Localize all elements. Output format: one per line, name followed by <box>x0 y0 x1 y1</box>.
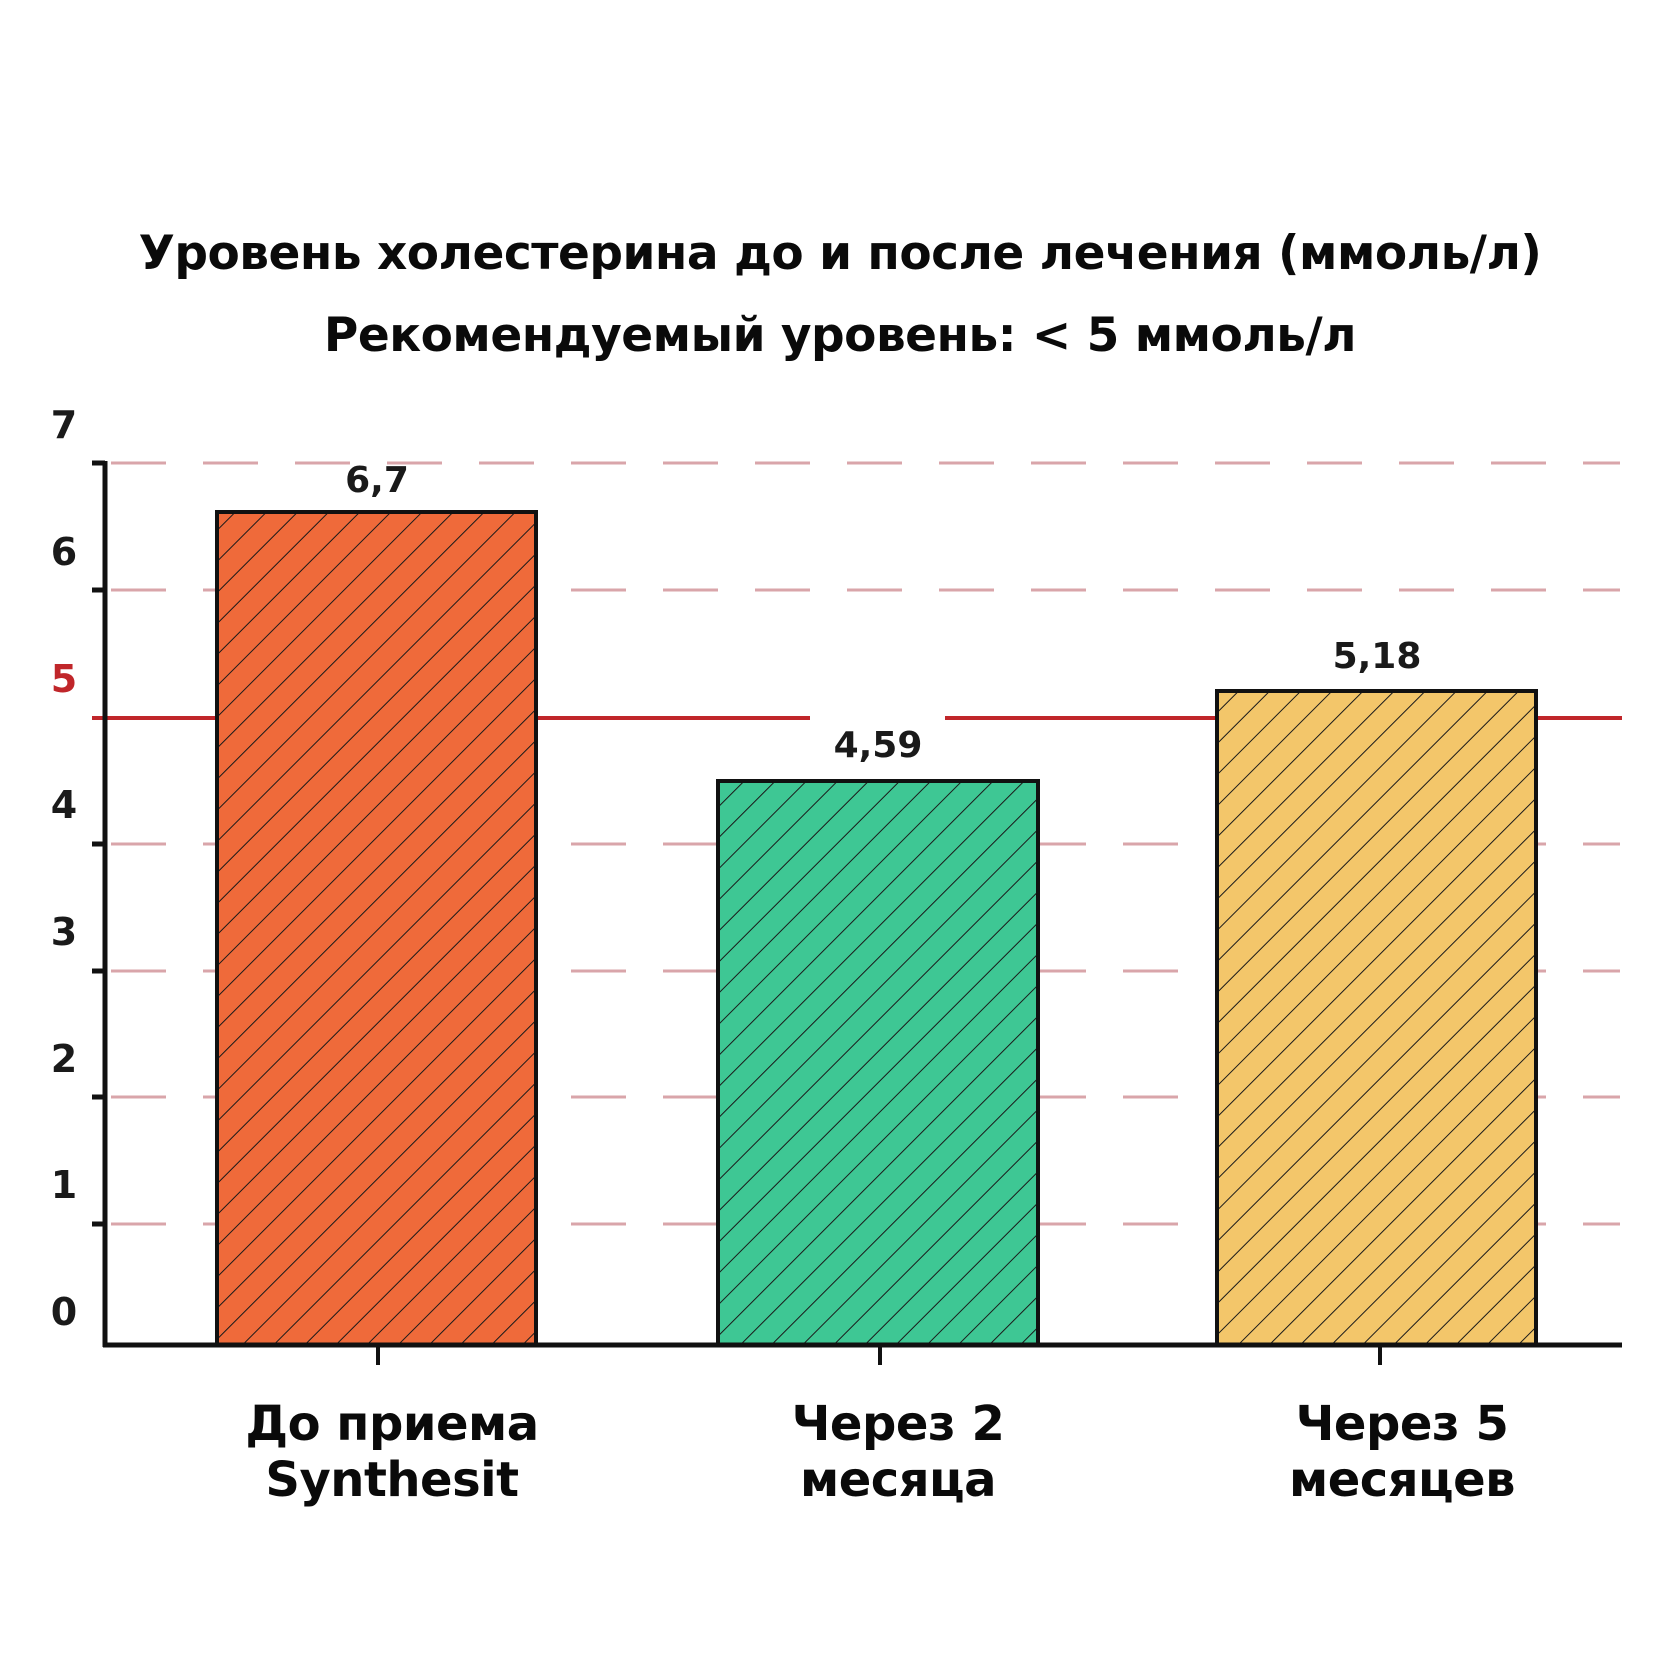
y-tick-7: 7 <box>51 403 77 447</box>
x-label-line1: Через 5 <box>1295 1396 1509 1452</box>
y-tick-6: 6 <box>51 530 77 574</box>
value-label-before: 6,7 <box>345 460 409 501</box>
chart-subtitle: Рекомендуемый уровень: < 5 ммоль/л <box>323 308 1357 363</box>
x-label-line1: До приема <box>245 1396 539 1452</box>
x-label-5-months: Через 5 месяцев <box>1192 1396 1612 1508</box>
x-label-line2: месяцев <box>1288 1452 1516 1508</box>
y-tick-3: 3 <box>51 910 77 954</box>
y-tick-4: 4 <box>51 783 77 827</box>
x-label-line2: месяца <box>799 1452 997 1508</box>
y-tick-5: 5 <box>51 657 77 701</box>
y-tick-2: 2 <box>51 1037 77 1081</box>
value-label-5-months: 5,18 <box>1333 636 1422 677</box>
bar-2-months <box>716 779 1040 1347</box>
chart-title: Уровень холестерина до и после лечения (… <box>138 226 1542 281</box>
x-label-2-months: Через 2 месяца <box>688 1396 1108 1508</box>
bar-before <box>215 510 538 1347</box>
axes <box>92 460 1622 1365</box>
y-tick-1: 1 <box>51 1163 77 1207</box>
x-label-line2: Synthesit <box>265 1452 519 1508</box>
y-tick-0: 0 <box>51 1290 77 1334</box>
bar-5-months <box>1215 689 1538 1347</box>
value-label-2-months: 4,59 <box>834 725 923 766</box>
x-label-line1: Через 2 <box>791 1396 1005 1452</box>
x-label-before: До приема Synthesit <box>182 1396 602 1508</box>
